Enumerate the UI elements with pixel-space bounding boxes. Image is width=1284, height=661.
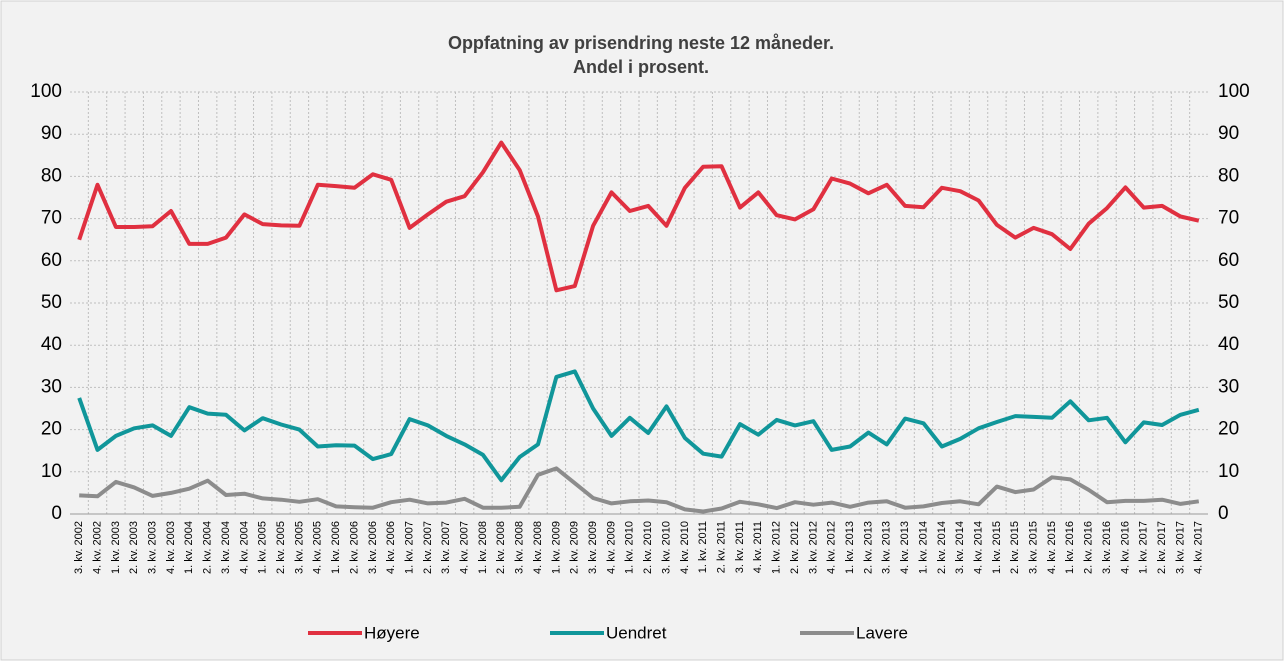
x-tick-label: 3. kv. 2002	[73, 521, 85, 574]
legend-label: Lavere	[856, 623, 908, 642]
x-tick-label: 3. kv. 2011	[734, 521, 746, 573]
x-tick-label: 2. kv. 2006	[348, 521, 360, 574]
x-tick-label: 3. kv. 2016	[1101, 521, 1113, 574]
x-tick-label: 3. kv. 2010	[660, 521, 672, 574]
y-tick-label: 20	[41, 419, 62, 440]
y2-tick-label: 30	[1218, 376, 1239, 397]
x-tick-label: 4. kv. 2008	[532, 521, 544, 574]
y2-tick-label: 40	[1218, 334, 1239, 355]
x-tick-label: 2. kv. 2010	[642, 521, 654, 574]
y-tick-label: 40	[41, 334, 62, 355]
x-tick-label: 4. kv. 2004	[238, 521, 250, 574]
y2-tick-label: 50	[1218, 292, 1239, 313]
x-tick-label: 1. kv. 2017	[1138, 521, 1150, 574]
y-tick-label: 30	[41, 376, 62, 397]
x-tick-label: 3. kv. 2009	[587, 521, 599, 574]
y-tick-label: 60	[41, 250, 62, 271]
y-tick-label: 0	[51, 503, 62, 524]
x-tick-label: 1. kv. 2004	[183, 521, 195, 574]
x-tick-label: 1. kv. 2016	[1064, 521, 1076, 574]
x-tick-label: 1. kv. 2008	[477, 521, 489, 574]
x-tick-label: 4. kv. 2014	[972, 521, 984, 574]
x-tick-label: 4. kv. 2006	[385, 521, 397, 574]
x-tick-label: 4. kv. 2015	[1046, 521, 1058, 574]
x-tick-label: 1. kv. 2013	[844, 521, 856, 574]
y-tick-label: 100	[30, 81, 62, 102]
x-tick-label: 4. kv. 2009	[605, 521, 617, 574]
x-tick-label: 4. kv. 2003	[165, 521, 177, 574]
chart-title: Oppfatning av prisendring neste 12 måned…	[448, 33, 834, 53]
y2-tick-label: 10	[1218, 461, 1239, 482]
x-tick-label: 2. kv. 2009	[569, 521, 581, 574]
x-tick-label: 3. kv. 2012	[807, 521, 819, 574]
series-line	[77, 369, 1200, 483]
x-tick-label: 1. kv. 2006	[330, 521, 342, 574]
x-tick-label: 2. kv. 2017	[1156, 521, 1168, 574]
legend-label: Uendret	[606, 623, 667, 642]
series-line	[77, 140, 1200, 293]
chart-subtitle: Andel i prosent.	[573, 57, 709, 77]
x-tick-label: 1. kv. 2005	[257, 521, 269, 574]
x-tick-label: 2. kv. 2003	[128, 521, 140, 574]
x-tick-label: 2. kv. 2012	[789, 521, 801, 574]
x-tick-label: 3. kv. 2005	[293, 521, 305, 574]
x-tick-label: 3. kv. 2004	[220, 521, 232, 574]
y-tick-label: 80	[41, 165, 62, 186]
x-tick-label: 2. kv. 2014	[936, 521, 948, 574]
x-tick-label: 1. kv. 2010	[624, 521, 636, 574]
y-tick-label: 50	[41, 292, 62, 313]
x-tick-label: 2. kv. 2008	[495, 521, 507, 574]
x-tick-label: 2. kv. 2005	[275, 521, 287, 574]
x-tick-label: 1. kv. 2003	[110, 521, 122, 574]
x-tick-label: 2. kv. 2015	[1009, 521, 1021, 574]
x-tick-label: 1. kv. 2012	[771, 521, 783, 574]
legend-label: Høyere	[364, 623, 420, 642]
x-tick-label: 3. kv. 2007	[440, 521, 452, 574]
x-tick-label: 2. kv. 2013	[862, 521, 874, 574]
x-tick-label: 3. kv. 2014	[954, 521, 966, 574]
y2-tick-label: 70	[1218, 208, 1239, 229]
y-tick-label: 90	[41, 123, 62, 144]
x-tick-label: 2. kv. 2016	[1083, 521, 1095, 574]
series-line	[79, 466, 1200, 514]
x-tick-label: 4. kv. 2011	[752, 521, 764, 573]
y2-tick-label: 20	[1218, 419, 1239, 440]
y2-tick-label: 80	[1218, 165, 1239, 186]
x-tick-label: 3. kv. 2017	[1174, 521, 1186, 574]
x-tick-label: 4. kv. 2016	[1119, 521, 1131, 574]
x-tick-label: 4. kv. 2002	[91, 521, 103, 574]
x-tick-label: 1. kv. 2009	[550, 521, 562, 574]
x-tick-label: 4. kv. 2010	[679, 521, 691, 574]
y-tick-label: 10	[41, 461, 62, 482]
y2-tick-label: 100	[1218, 81, 1250, 102]
x-tick-label: 4. kv. 2005	[312, 521, 324, 574]
y-tick-label: 70	[41, 208, 62, 229]
x-tick-label: 2. kv. 2007	[422, 521, 434, 574]
x-tick-label: 1. kv. 2014	[917, 521, 929, 574]
x-tick-label: 1. kv. 2011	[697, 521, 709, 573]
y2-tick-label: 90	[1218, 123, 1239, 144]
x-tick-label: 2. kv. 2004	[202, 521, 214, 574]
x-tick-label: 3. kv. 2008	[514, 521, 526, 574]
x-tick-label: 1. kv. 2007	[403, 521, 415, 574]
x-tick-label: 4. kv. 2007	[459, 521, 471, 574]
x-tick-label: 4. kv. 2017	[1193, 521, 1205, 574]
x-tick-label: 3. kv. 2015	[1028, 521, 1040, 574]
x-tick-label: 3. kv. 2003	[147, 521, 159, 574]
x-tick-label: 2. kv. 2011	[716, 521, 728, 573]
x-tick-label: 1. kv. 2015	[991, 521, 1003, 574]
y2-tick-label: 60	[1218, 250, 1239, 271]
x-tick-label: 3. kv. 2013	[881, 521, 893, 574]
x-tick-label: 4. kv. 2012	[826, 521, 838, 574]
x-tick-label: 4. kv. 2013	[899, 521, 911, 574]
x-tick-label: 3. kv. 2006	[367, 521, 379, 574]
y2-tick-label: 0	[1218, 503, 1229, 524]
